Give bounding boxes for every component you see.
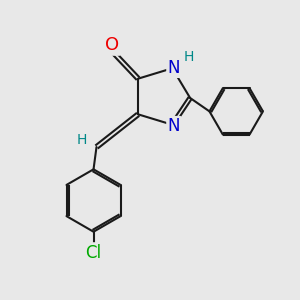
Text: H: H [77,134,87,148]
Text: Cl: Cl [85,244,102,262]
Text: N: N [167,59,180,77]
Text: H: H [184,50,194,64]
Text: O: O [105,36,119,54]
Text: N: N [167,117,180,135]
